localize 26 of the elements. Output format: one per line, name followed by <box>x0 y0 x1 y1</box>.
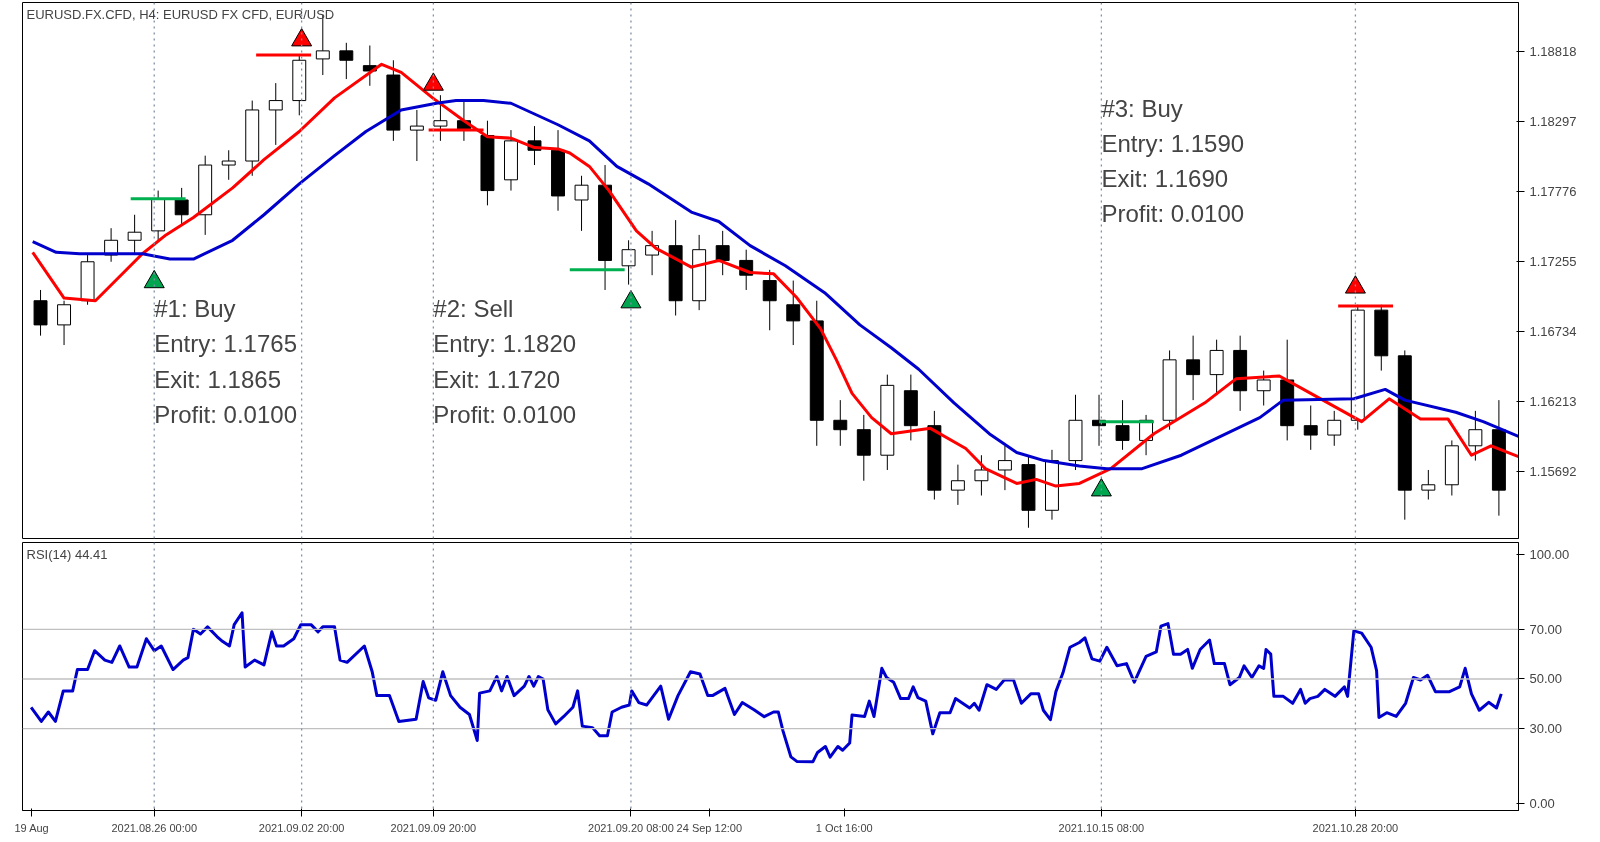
y-tick-label: 1.15692 <box>1529 463 1577 479</box>
x-tick-label: 2021.09.02 20:00 <box>258 821 345 834</box>
y-tick-label: 1.16213 <box>1529 393 1577 409</box>
x-tick-label: 2021.09.09 20:00 <box>390 821 477 834</box>
y-tick-label: 1.18818 <box>1529 43 1577 59</box>
x-tick-label: 2021.10.15 08:00 <box>1058 821 1145 834</box>
y-tick-label: 70.00 <box>1529 621 1563 637</box>
y-tick-label: 100.00 <box>1529 547 1570 563</box>
x-tick-label: 19 Aug <box>14 821 49 834</box>
y-tick-label: 0.00 <box>1529 795 1555 811</box>
y-tick-label: 30.00 <box>1529 721 1563 737</box>
y-tick-label: 1.16734 <box>1529 323 1577 339</box>
annotation: #3: Buy Entry: 1.1590 Exit: 1.1690 Profit: 0.0100 <box>1101 95 1245 228</box>
annotation: #2: Sell Entry: 1.1820 Exit: 1.1720 Profit: 0.0100 <box>433 295 577 428</box>
y-tick-label: 1.17255 <box>1529 253 1577 269</box>
chart-title: EURUSD.FX.CFD, H4: EURUSD FX CFD, EUR/USD <box>26 6 335 22</box>
y-tick-label: 50.00 <box>1529 671 1563 687</box>
x-tick-label: 2021.08.26 00:00 <box>111 821 198 834</box>
chart-title: RSI(14) 44.41 <box>26 546 108 562</box>
y-tick-label: 1.18297 <box>1529 113 1577 129</box>
x-tick-label: 2021.09.20 08:00 <box>588 821 674 834</box>
x-tick-label: 1 Oct 16:00 <box>815 821 873 834</box>
x-tick-label: 2021.10.28 20:00 <box>1312 821 1399 834</box>
x-tick-label: 24 Sep 12:00 <box>676 821 743 834</box>
annotation: #1: Buy Entry: 1.1765 Exit: 1.1865 Profit: 0.0100 <box>154 295 297 428</box>
y-tick-label: 1.17776 <box>1529 183 1577 199</box>
